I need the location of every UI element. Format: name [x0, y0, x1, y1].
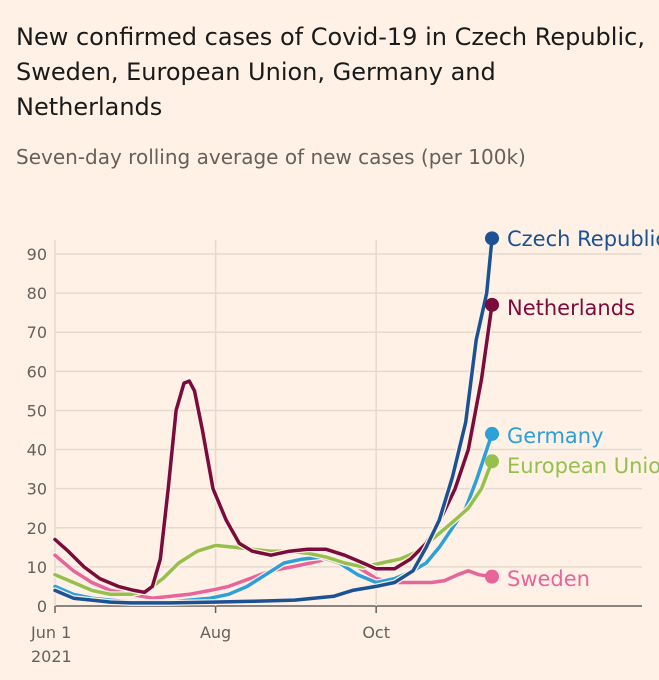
series-label-european-union: European Union: [507, 454, 659, 478]
series-line-halo-germany: [52, 430, 495, 606]
series-line-czech-republic: [53, 236, 494, 605]
series-end-dot-netherlands: [485, 297, 499, 312]
series-label-sweden: Sweden: [507, 567, 590, 591]
y-tick-label: 90: [27, 245, 47, 264]
y-tick-label: 10: [27, 558, 47, 577]
y-tick-label: 0: [37, 597, 47, 616]
series-end-dot-czech-republic: [485, 231, 499, 246]
series-end-dot-germany: [485, 426, 499, 441]
series-line-netherlands: [53, 303, 494, 595]
y-tick-label: 40: [27, 441, 47, 460]
y-tick-label: 20: [27, 519, 47, 538]
grid: [54, 240, 642, 607]
axis-ticks: 0 10 20 30 40 50 60 70 80 90 Jun 1 2021 Aug Oct: [27, 245, 390, 666]
y-tick-label: 80: [27, 284, 47, 303]
y-tick-label: 70: [27, 323, 47, 342]
x-tick-label: Aug: [200, 623, 231, 642]
y-tick-label: 50: [27, 401, 47, 420]
chart-title: New confirmed cases of Covid-19 in Czech…: [16, 23, 645, 121]
series-end-dot-sweden: [485, 569, 499, 584]
legend-labels: Sweden Germany European Union Netherlands Cz…: [485, 227, 659, 591]
chart-subtitle: Seven-day rolling average of new cases (…: [16, 145, 526, 169]
y-tick-label: 30: [27, 480, 47, 499]
x-tick-sublabel: 2021: [31, 647, 72, 666]
series-label-netherlands: Netherlands: [507, 296, 635, 320]
series-label-czech-republic: Czech Republic: [507, 227, 659, 251]
series-lines: [52, 235, 495, 606]
y-tick-label: 60: [27, 362, 47, 381]
series-label-germany: Germany: [507, 424, 604, 448]
series-end-dot-european-union: [485, 454, 499, 469]
x-tick-label: Oct: [362, 623, 390, 642]
series-line-germany: [53, 432, 494, 604]
x-tick-label: Jun 1: [30, 623, 71, 642]
